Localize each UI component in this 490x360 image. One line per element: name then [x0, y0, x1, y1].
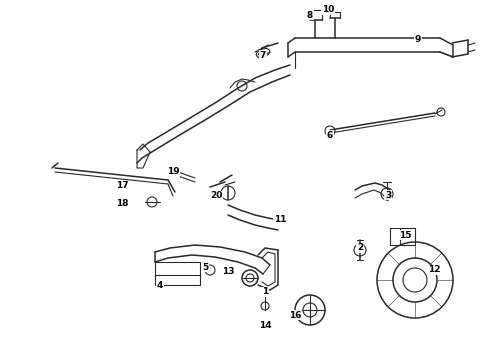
Text: 4: 4: [157, 280, 163, 289]
Text: 1: 1: [262, 288, 268, 297]
Text: 15: 15: [399, 230, 411, 239]
Text: 8: 8: [307, 10, 313, 19]
Text: 10: 10: [322, 5, 334, 14]
Text: 7: 7: [260, 50, 266, 59]
Text: 16: 16: [289, 310, 301, 320]
Text: 20: 20: [210, 192, 222, 201]
Text: 5: 5: [202, 262, 208, 271]
Text: 6: 6: [327, 130, 333, 139]
Text: 13: 13: [222, 267, 234, 276]
Text: 14: 14: [259, 320, 271, 329]
Text: 19: 19: [167, 167, 179, 176]
Text: 11: 11: [274, 216, 286, 225]
Text: 2: 2: [357, 243, 363, 252]
Text: 9: 9: [415, 36, 421, 45]
Text: 3: 3: [385, 190, 391, 199]
Text: 18: 18: [116, 199, 128, 208]
Text: 17: 17: [116, 181, 128, 190]
Text: 12: 12: [428, 266, 440, 274]
